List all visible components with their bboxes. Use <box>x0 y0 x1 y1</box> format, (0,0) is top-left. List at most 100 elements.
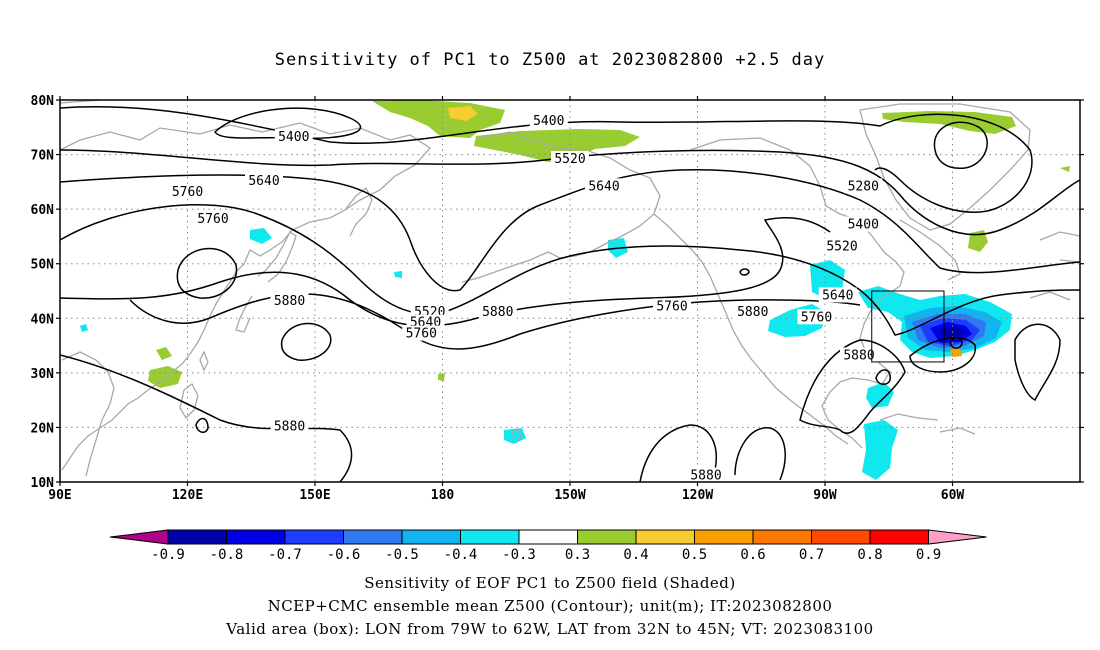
colorbar-label: 0.4 <box>623 547 648 563</box>
colorbar-cell <box>635 529 695 545</box>
contour-label: 5640 <box>822 288 853 303</box>
contour-label-bg <box>551 151 589 167</box>
contour-label: 5640 <box>248 174 279 189</box>
shade-green-atlantic <box>968 230 988 252</box>
colorbar-cell <box>694 529 754 545</box>
lat-tick-label: 80N <box>31 94 55 109</box>
contour-5760-north <box>60 204 1080 336</box>
contour-label: 5760 <box>172 185 203 200</box>
coast-taiwan <box>199 350 209 372</box>
shade-cyan-caribbean <box>862 420 898 480</box>
contour-label: 5880 <box>843 348 874 363</box>
colorbar-cell <box>869 529 929 545</box>
colorbar-label: -0.9 <box>151 547 185 563</box>
contour-5280-greenland <box>933 121 988 169</box>
contour-label: 5760 <box>801 310 832 325</box>
coast-indochina <box>61 351 115 477</box>
lon-tick-label: 120E <box>172 488 203 503</box>
contour-label: 5880 <box>274 419 305 434</box>
contour-5400 <box>60 106 1033 213</box>
lon-tick-label: 90E <box>48 488 71 503</box>
colorbar-label: 0.7 <box>799 547 824 563</box>
contour-label-bg <box>194 211 232 227</box>
shade-cyan-dot <box>394 271 402 278</box>
lat-tick-label: 30N <box>31 367 55 382</box>
colorbar-cell <box>167 529 227 545</box>
colorbar-label: 0.3 <box>565 547 590 563</box>
caption-shading: Sensitivity of EOF PC1 to Z500 field (Sh… <box>364 574 736 592</box>
contour-label-bg <box>168 183 207 199</box>
coast-china <box>61 271 237 471</box>
lat-tick-label: 10N <box>31 476 55 491</box>
contour-label-bg <box>274 129 313 145</box>
colorbar-label: 0.6 <box>740 547 765 563</box>
contour-label-bg <box>818 287 857 303</box>
coast-na-west <box>653 213 849 445</box>
shade-green-greenland <box>882 111 1016 134</box>
contour-label-bg <box>585 178 623 194</box>
coast-kamchatka <box>344 186 373 237</box>
contour-label-bg <box>844 178 883 194</box>
colorbar-label: -0.7 <box>268 547 302 563</box>
coast-japan <box>257 231 297 283</box>
lon-tick-label: 180 <box>431 488 455 503</box>
shade-cyan-small <box>80 324 88 332</box>
contour-label: 5760 <box>197 212 228 227</box>
contour-label: 5520 <box>554 152 585 167</box>
contour-label: 5880 <box>274 294 305 309</box>
lat-tick-label: 70N <box>31 149 55 164</box>
colorbar: -0.9 -0.8 -0.7 -0.6 -0.5 -0.4 -0.3 0.3 0.4 0.5 0.6… <box>109 529 987 563</box>
shade-yellow-arctic <box>448 106 478 121</box>
contour-5880-east-atl <box>1014 323 1061 402</box>
lat-tick-label: 50N <box>31 258 55 273</box>
contour-label: 5400 <box>278 130 309 145</box>
coast-labrador <box>899 219 961 281</box>
contour-label: 5760 <box>656 299 687 314</box>
contour-label-bg <box>245 172 283 188</box>
contour-label-bg <box>653 298 691 314</box>
contour-label-bg <box>478 303 517 319</box>
contour-polar-low-siberia <box>214 107 362 140</box>
colorbar-label: -0.5 <box>385 547 419 563</box>
contour-label-bg <box>402 325 441 341</box>
contour-label: 5400 <box>533 114 564 129</box>
coast-hudson <box>689 137 905 385</box>
contour-high-north-pacific <box>280 322 332 361</box>
contour-label: 5400 <box>848 218 879 233</box>
contour-5880-atlantic <box>909 336 976 373</box>
lon-tick-label: 150E <box>299 488 330 503</box>
lon-tick-label: 90W <box>813 488 837 503</box>
shade-cyan-gulf <box>866 382 894 408</box>
shade-cyan-hawaii <box>504 428 526 444</box>
contour-label-bg <box>840 347 878 363</box>
contour-label-bg <box>270 292 309 308</box>
contour-5880 <box>129 293 861 350</box>
coast-greenland <box>859 103 1031 231</box>
colorbar-label: -0.4 <box>444 547 478 563</box>
colorbar-cell <box>460 529 520 545</box>
colorbar-cell <box>752 529 812 545</box>
lat-tick-label: 20N <box>31 421 55 436</box>
map-title: Sensitivity of PC1 to Z500 at 2023082800… <box>274 50 826 70</box>
colorbar-label: 0.5 <box>682 547 707 563</box>
contour-label: 5880 <box>690 469 721 484</box>
colorbar-label: -0.8 <box>210 547 244 563</box>
contour-label: 5520 <box>826 239 857 254</box>
contour-label-bg <box>797 309 836 325</box>
colorbar-cell <box>284 529 344 545</box>
coast-hawaii <box>511 429 523 441</box>
colorbar-cell <box>518 529 578 545</box>
lon-tick-label: 60W <box>941 488 965 503</box>
contour-high-west-pacific <box>176 248 238 299</box>
contour-5640 <box>60 169 1080 292</box>
coast-philippines <box>179 383 199 420</box>
colorbar-high-arrow <box>928 529 987 545</box>
lon-tick-label: 120W <box>682 488 713 503</box>
contour-small-4 <box>739 268 750 276</box>
contour-label: 5880 <box>737 305 768 320</box>
shade-green-small-1 <box>438 373 445 381</box>
contour-label-bg <box>687 467 725 483</box>
contour-label: 5640 <box>588 179 619 194</box>
